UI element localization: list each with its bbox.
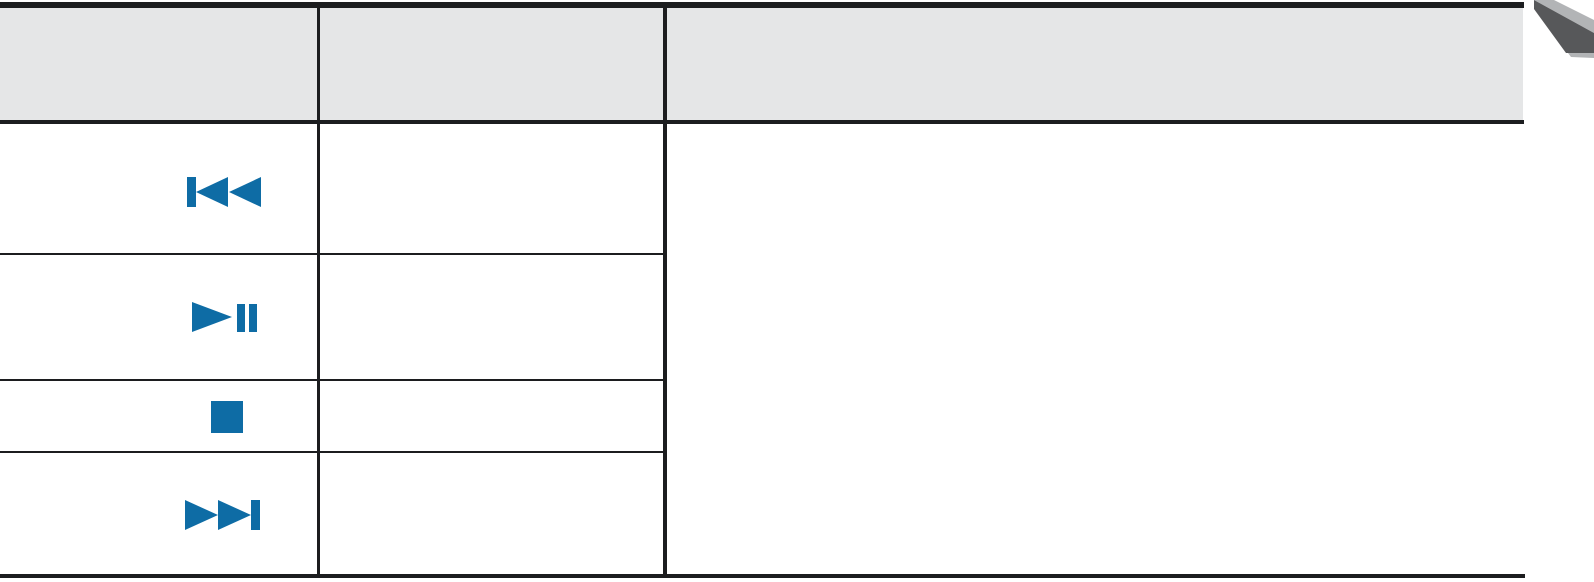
button-cell-row-4	[0, 453, 317, 574]
skip-back-icon	[187, 177, 261, 212]
button-cell-row-2	[0, 255, 317, 379]
middle-cell-row-4	[320, 453, 663, 574]
button-cell-row-3	[0, 381, 317, 451]
stop-icon	[211, 401, 243, 438]
row-separator-3	[0, 451, 663, 453]
middle-cell-row-1	[320, 124, 663, 253]
description-merged-cell	[667, 124, 1594, 574]
button-cell-row-1	[0, 124, 317, 253]
page-corner-ribbon-icon	[1528, 0, 1594, 65]
table-header-bottom-border	[0, 120, 1524, 124]
row-separator-2	[0, 379, 663, 381]
play-pause-icon	[192, 302, 257, 337]
header-cell-middle	[320, 8, 663, 120]
table-header-row	[0, 8, 1523, 120]
row-separator-1	[0, 253, 663, 255]
header-cell-description	[667, 8, 1523, 120]
header-cell-button	[0, 8, 317, 120]
middle-cell-row-3	[320, 381, 663, 451]
table-bottom-border	[0, 574, 1525, 578]
column-divider-2	[663, 2, 667, 578]
skip-forward-icon	[185, 500, 260, 535]
middle-cell-row-2	[320, 255, 663, 379]
column-divider-1	[317, 2, 320, 578]
table-top-border	[0, 2, 1524, 8]
